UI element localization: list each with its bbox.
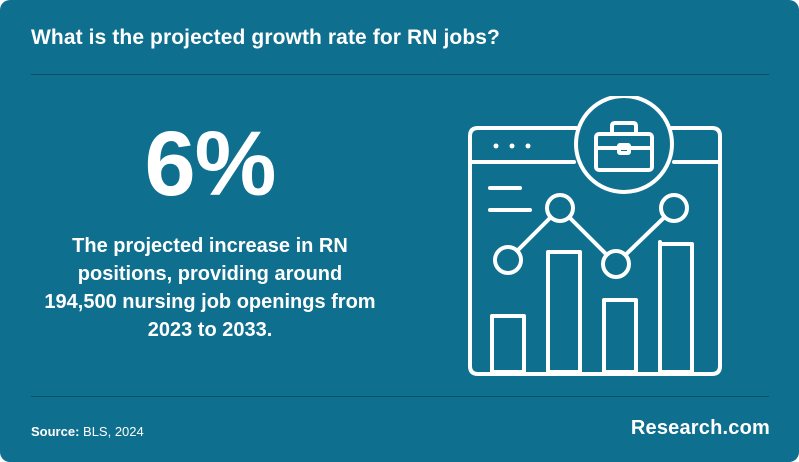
stat-value: 6% — [144, 113, 277, 215]
browser-chart-briefcase-icon — [468, 96, 722, 376]
source-note: Source: BLS, 2024 — [31, 424, 144, 439]
source-value: BLS, 2024 — [83, 424, 144, 439]
source-label: Source: — [31, 424, 80, 439]
illustration-bar — [658, 242, 694, 374]
stat-description: The projected increase in RN positions, … — [44, 235, 376, 341]
illustration-bar — [490, 314, 526, 374]
card-title: What is the projected growth rate for RN… — [31, 26, 500, 49]
illustration-bar — [602, 298, 638, 374]
bottom-divider — [31, 396, 769, 397]
illustration-bar — [546, 250, 582, 374]
brand-logo: Research.com — [630, 417, 770, 439]
top-divider — [31, 74, 769, 75]
